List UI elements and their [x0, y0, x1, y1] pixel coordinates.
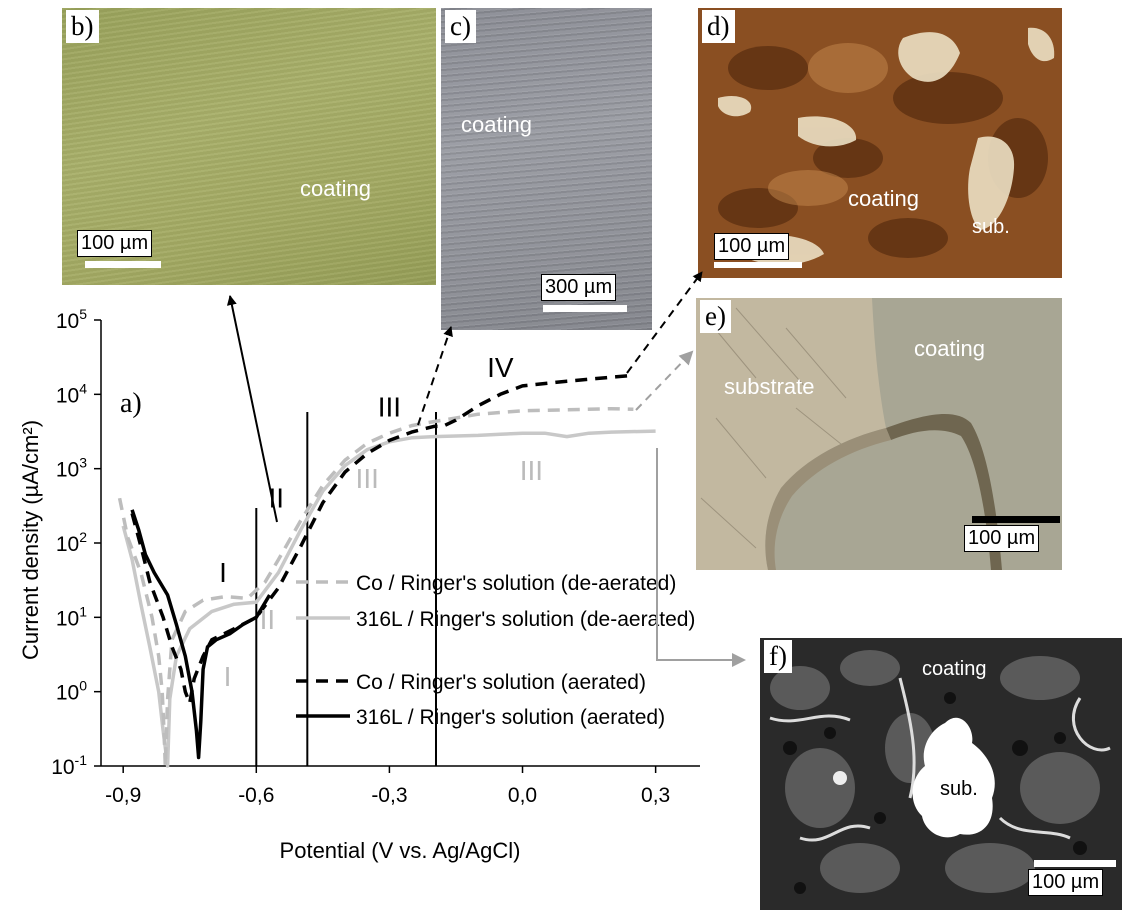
x-tick-label: -0,3: [371, 784, 407, 807]
scale-bar-c: 300 µm: [541, 274, 627, 312]
y-tick-label: 100: [56, 678, 87, 705]
region-label: IV: [487, 352, 514, 383]
label-coating: coating: [461, 112, 532, 137]
scale-bar-e: 100 µm: [964, 516, 1060, 552]
label-coating: coating: [300, 176, 371, 201]
region-label: I: [219, 557, 227, 588]
micrograph-d: d) coating sub. 100 µm: [698, 8, 1062, 278]
region-label: III: [378, 392, 401, 423]
x-tick-label: 0,0: [508, 784, 537, 807]
scale-bar-label: 100 µm: [714, 233, 790, 260]
panel-label-a: a): [120, 388, 142, 419]
panel-label-e: e): [700, 300, 731, 333]
arrow-to-panel-e: [635, 350, 694, 411]
y-tick-label: 101: [56, 603, 87, 630]
legend-label: 316L / Ringer's solution (aerated): [356, 706, 665, 729]
region-label: II: [260, 604, 276, 635]
scale-bar-label: 300 µm: [541, 274, 617, 301]
panel-label-b: b): [66, 10, 99, 43]
panel-label-c: c): [445, 10, 476, 43]
micrograph-c: c) coating 300 µm: [441, 8, 652, 330]
scale-bar-label: 100 µm: [77, 230, 153, 257]
region-label: I: [224, 661, 232, 692]
scale-bar-f: 100 µm: [1028, 860, 1116, 896]
x-tick-label: -0,6: [238, 784, 274, 807]
label-substrate: sub.: [940, 778, 978, 800]
legend: Co / Ringer's solution (de-aerated) 316L…: [296, 572, 695, 729]
scale-bar-label: 100 µm: [964, 525, 1040, 552]
region-label: III: [520, 455, 543, 486]
y-tick-label: 10-1: [51, 752, 87, 779]
texture: [696, 298, 1002, 570]
x-tick-label: -0,9: [105, 784, 141, 807]
arrow-to-panel-c: [417, 326, 453, 426]
y-tick-label: 104: [56, 380, 87, 407]
micrograph-f: f) coating sub. 100 µm: [760, 638, 1122, 910]
scale-bar-line: [714, 262, 802, 268]
series-line: [130, 509, 272, 760]
y-tick-label: 105: [56, 306, 87, 333]
y-tick-label: 103: [56, 455, 87, 482]
legend-label: Co / Ringer's solution (aerated): [356, 671, 646, 694]
panel-label-f: f): [764, 640, 792, 673]
legend-label: 316L / Ringer's solution (de-aerated): [356, 608, 695, 631]
y-tick-label: 102: [56, 529, 87, 556]
micrograph-b: b) coating 100 µm: [62, 8, 436, 285]
scale-bar-line: [972, 516, 1060, 523]
legend-label: Co / Ringer's solution (de-aerated): [356, 572, 676, 595]
scale-bar-line: [543, 305, 627, 312]
scale-bar-label: 100 µm: [1028, 869, 1104, 896]
x-axis-title: Potential (V vs. Ag/AgCl): [280, 838, 521, 863]
y-axis-title: Current density (µA/cm²): [18, 420, 43, 660]
region-label: II: [268, 483, 284, 514]
label-substrate: substrate: [724, 374, 815, 399]
arrow-to-panel-d: [626, 271, 703, 374]
scale-bar-line: [85, 261, 161, 268]
label-coating: coating: [848, 186, 919, 211]
label-coating: coating: [914, 336, 985, 361]
region-label: III: [356, 463, 379, 494]
panel-label-d: d): [702, 10, 735, 43]
micrograph-e: e) coating substrate 100 µm: [696, 298, 1062, 570]
x-tick-label: 0,3: [641, 784, 670, 807]
label-substrate: sub.: [972, 216, 1010, 238]
scale-bar-b: 100 µm: [77, 230, 161, 268]
texture: [769, 650, 1111, 894]
arrow-to-panel-b: [226, 295, 278, 523]
scale-bar-line: [1034, 860, 1116, 867]
series-line: [117, 406, 634, 768]
scale-bar-d: 100 µm: [714, 233, 802, 268]
arrow-to-panel-f: [656, 448, 746, 667]
label-coating: coating: [922, 658, 987, 680]
series-line: [130, 373, 634, 705]
